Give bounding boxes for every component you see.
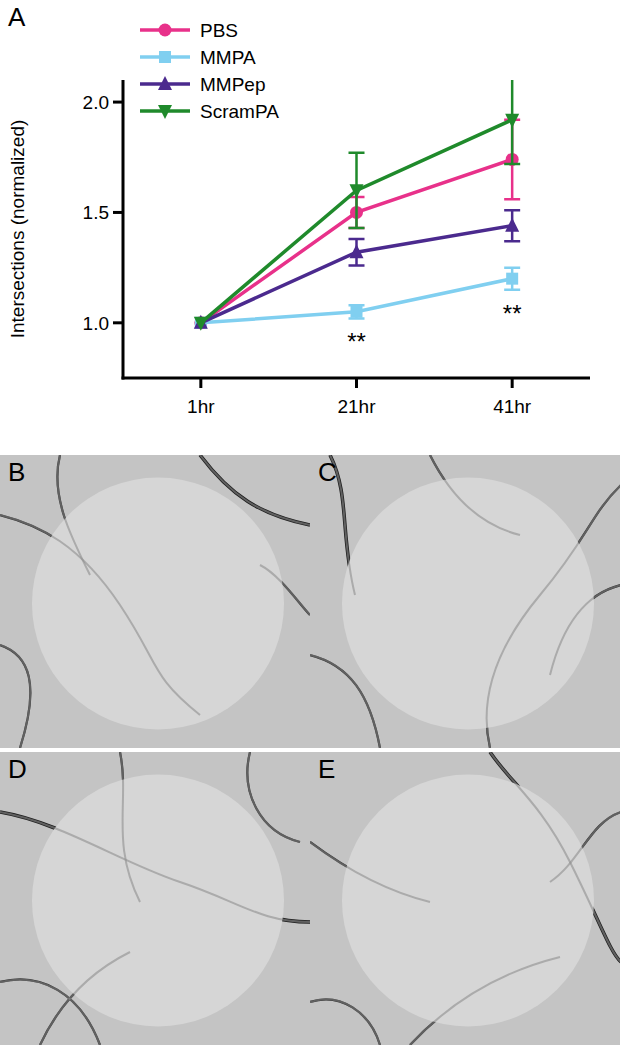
legend-marker — [158, 76, 172, 90]
implant-disc — [32, 478, 284, 730]
error-bar — [349, 239, 365, 265]
vessel-faint — [200, 455, 310, 525]
legend-marker — [158, 105, 172, 119]
legend-label: MMPep — [200, 74, 265, 95]
vessel-faint — [550, 585, 620, 675]
data-point — [505, 114, 519, 128]
vessel-faint — [0, 515, 200, 715]
vessel — [0, 645, 30, 748]
legend-label: ScramPA — [200, 101, 279, 122]
series-line — [201, 226, 512, 323]
y-axis-label: Intersections (normalized) — [7, 120, 28, 339]
x-tick-label: 41hr — [493, 396, 532, 417]
panel-label: A — [8, 2, 26, 32]
data-point — [351, 306, 363, 318]
micrograph-background — [310, 752, 620, 1045]
implant-disc — [342, 775, 594, 1027]
micrograph-content — [0, 752, 310, 1045]
micrograph-background — [0, 752, 310, 1045]
micrograph: D — [0, 752, 310, 1045]
vessel-faint — [490, 752, 620, 962]
panel-label: B — [8, 457, 25, 487]
micrograph-content — [0, 455, 310, 748]
data-point — [194, 317, 208, 331]
micrograph-content — [310, 455, 620, 748]
vessel-faint — [40, 952, 130, 1045]
vessel-faint — [247, 752, 300, 842]
vessel-faint — [0, 980, 100, 1045]
vessel — [310, 999, 380, 1045]
annotation: ** — [347, 328, 366, 355]
error-bar — [349, 153, 365, 228]
series-line — [201, 120, 512, 323]
implant-disc — [342, 478, 594, 730]
vessel-faint — [310, 655, 380, 748]
vessel-faint — [310, 842, 430, 902]
micrograph-background — [0, 455, 310, 748]
micrograph: E — [310, 752, 621, 1045]
x-tick — [355, 378, 358, 388]
error-bar — [349, 305, 365, 318]
figure: A 1.0 1.5 2.0 1hr 21hr 41hr Intersections (norm… — [0, 0, 621, 1050]
data-point — [505, 218, 519, 232]
vessel-faint — [0, 812, 310, 922]
legend-marker — [159, 24, 172, 37]
y-tick — [113, 321, 123, 324]
panel-label: E — [318, 754, 335, 784]
micrograph: B — [0, 455, 310, 748]
y-tick-label: 1.5 — [83, 202, 109, 223]
vessel-faint — [120, 752, 140, 902]
vessel-faint — [430, 455, 520, 535]
x-tick-label: 21hr — [337, 396, 376, 417]
legend-label: MMPA — [200, 47, 256, 68]
y-tick — [113, 211, 123, 214]
vessel-faint — [550, 812, 620, 882]
x-tick — [199, 378, 202, 388]
data-point — [350, 184, 364, 198]
error-bar — [504, 80, 520, 164]
implant-disc — [32, 775, 284, 1027]
vessel-faint — [57, 455, 90, 575]
plot-area — [194, 80, 520, 331]
data-point — [350, 244, 364, 258]
error-bar — [504, 210, 520, 241]
vessel-faint — [410, 957, 560, 1045]
data-point — [506, 273, 518, 285]
y-tick — [113, 101, 123, 104]
x-tick-label: 1hr — [187, 396, 215, 417]
vessel-faint — [310, 999, 380, 1045]
vessel-faint — [0, 645, 30, 748]
legend-marker — [159, 51, 171, 63]
micrograph-content — [310, 752, 620, 1045]
micrograph: C — [310, 455, 621, 748]
x-tick — [511, 378, 514, 388]
y-axis — [122, 80, 125, 380]
y-tick-label: 2.0 — [83, 92, 109, 113]
error-bar — [504, 268, 520, 290]
vessel-faint — [260, 565, 310, 615]
legend-label: PBS — [200, 20, 238, 41]
micrograph-background — [310, 455, 620, 748]
panel-label: C — [318, 457, 337, 487]
panel-label: D — [8, 754, 27, 784]
annotation: ** — [503, 300, 522, 327]
vessel-faint — [487, 485, 620, 748]
y-tick-label: 1.0 — [83, 313, 109, 334]
